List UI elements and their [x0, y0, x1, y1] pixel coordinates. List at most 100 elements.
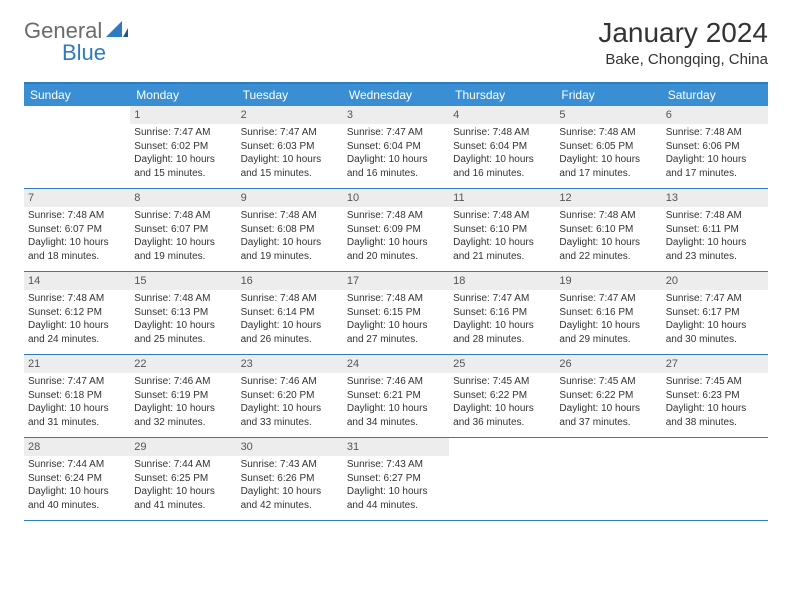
calendar-cell: 20Sunrise: 7:47 AMSunset: 6:17 PMDayligh…: [662, 272, 768, 354]
day-header: Thursday: [449, 84, 555, 106]
calendar-cell: 16Sunrise: 7:48 AMSunset: 6:14 PMDayligh…: [237, 272, 343, 354]
cell-body: Sunrise: 7:43 AMSunset: 6:27 PMDaylight:…: [343, 456, 449, 518]
day-number: 4: [449, 106, 555, 124]
cell-body: Sunrise: 7:43 AMSunset: 6:26 PMDaylight:…: [237, 456, 343, 518]
calendar-cell: 12Sunrise: 7:48 AMSunset: 6:10 PMDayligh…: [555, 189, 661, 271]
daylight-text: Daylight: 10 hours and 41 minutes.: [134, 485, 232, 512]
sunrise-text: Sunrise: 7:43 AM: [347, 458, 445, 472]
sunset-text: Sunset: 6:06 PM: [666, 140, 764, 154]
calendar-cell: 27Sunrise: 7:45 AMSunset: 6:23 PMDayligh…: [662, 355, 768, 437]
sunset-text: Sunset: 6:25 PM: [134, 472, 232, 486]
calendar-cell: 25Sunrise: 7:45 AMSunset: 6:22 PMDayligh…: [449, 355, 555, 437]
daylight-text: Daylight: 10 hours and 19 minutes.: [241, 236, 339, 263]
daylight-text: Daylight: 10 hours and 21 minutes.: [453, 236, 551, 263]
day-number: 7: [24, 189, 130, 207]
sunrise-text: Sunrise: 7:48 AM: [134, 209, 232, 223]
sunrise-text: Sunrise: 7:48 AM: [134, 292, 232, 306]
cell-body: Sunrise: 7:48 AMSunset: 6:14 PMDaylight:…: [237, 290, 343, 352]
day-number: 29: [130, 438, 236, 456]
sunset-text: Sunset: 6:02 PM: [134, 140, 232, 154]
cell-body: Sunrise: 7:46 AMSunset: 6:19 PMDaylight:…: [130, 373, 236, 435]
daylight-text: Daylight: 10 hours and 25 minutes.: [134, 319, 232, 346]
day-number: 31: [343, 438, 449, 456]
calendar-cell: 15 Sunrise: 7:48 AMSunset: 6:13 PMDayligh…: [130, 272, 236, 354]
daylight-text: Daylight: 10 hours and 40 minutes.: [28, 485, 126, 512]
sunset-text: Sunset: 6:05 PM: [559, 140, 657, 154]
sunset-text: Sunset: 6:18 PM: [28, 389, 126, 403]
sunrise-text: Sunrise: 7:48 AM: [666, 126, 764, 140]
cell-body: Sunrise: 7:45 AMSunset: 6:22 PMDaylight:…: [555, 373, 661, 435]
day-number: 5: [555, 106, 661, 124]
day-number: 12: [555, 189, 661, 207]
sunset-text: Sunset: 6:13 PM: [134, 306, 232, 320]
sunset-text: Sunset: 6:16 PM: [453, 306, 551, 320]
location: Bake, Chongqing, China: [598, 51, 768, 68]
week-row: 21Sunrise: 7:47 AMSunset: 6:18 PMDayligh…: [24, 355, 768, 438]
calendar-cell: 29Sunrise: 7:44 AMSunset: 6:25 PMDayligh…: [130, 438, 236, 520]
day-number: 2: [237, 106, 343, 124]
sunset-text: Sunset: 6:07 PM: [134, 223, 232, 237]
daylight-text: Daylight: 10 hours and 17 minutes.: [666, 153, 764, 180]
calendar-cell: 7Sunrise: 7:48 AMSunset: 6:07 PMDaylight…: [24, 189, 130, 271]
cell-body: Sunrise: 7:44 AMSunset: 6:25 PMDaylight:…: [130, 456, 236, 518]
page-header: General January 2024 Bake, Chongqing, Ch…: [24, 18, 768, 68]
sunset-text: Sunset: 6:04 PM: [347, 140, 445, 154]
cell-body: Sunrise: 7:48 AMSunset: 6:15 PMDaylight:…: [343, 290, 449, 352]
daylight-text: Daylight: 10 hours and 38 minutes.: [666, 402, 764, 429]
daylight-text: Daylight: 10 hours and 33 minutes.: [241, 402, 339, 429]
daylight-text: Daylight: 10 hours and 30 minutes.: [666, 319, 764, 346]
sunrise-text: Sunrise: 7:48 AM: [28, 209, 126, 223]
sunrise-text: Sunrise: 7:47 AM: [347, 126, 445, 140]
sunrise-text: Sunrise: 7:48 AM: [559, 126, 657, 140]
daylight-text: Daylight: 10 hours and 19 minutes.: [134, 236, 232, 263]
week-row: 7Sunrise: 7:48 AMSunset: 6:07 PMDaylight…: [24, 189, 768, 272]
day-number: 3: [343, 106, 449, 124]
daylight-text: Daylight: 10 hours and 44 minutes.: [347, 485, 445, 512]
sunset-text: Sunset: 6:27 PM: [347, 472, 445, 486]
day-number: 19: [555, 272, 661, 290]
sunrise-text: Sunrise: 7:45 AM: [453, 375, 551, 389]
sunrise-text: Sunrise: 7:44 AM: [134, 458, 232, 472]
day-number: 23: [237, 355, 343, 373]
sunset-text: Sunset: 6:10 PM: [559, 223, 657, 237]
cell-body: Sunrise: 7:46 AMSunset: 6:21 PMDaylight:…: [343, 373, 449, 435]
day-header: Wednesday: [343, 84, 449, 106]
day-header: Sunday: [24, 84, 130, 106]
day-number: 15: [130, 272, 236, 290]
cell-body: Sunrise: 7:48 AMSunset: 6:05 PMDaylight:…: [555, 124, 661, 186]
day-number: 11: [449, 189, 555, 207]
daylight-text: Daylight: 10 hours and 20 minutes.: [347, 236, 445, 263]
sunrise-text: Sunrise: 7:48 AM: [347, 292, 445, 306]
daylight-text: Daylight: 10 hours and 32 minutes.: [134, 402, 232, 429]
daylight-text: Daylight: 10 hours and 31 minutes.: [28, 402, 126, 429]
day-number: 8: [130, 189, 236, 207]
sunset-text: Sunset: 6:19 PM: [134, 389, 232, 403]
daylight-text: Daylight: 10 hours and 34 minutes.: [347, 402, 445, 429]
sunset-text: Sunset: 6:23 PM: [666, 389, 764, 403]
logo-text-blue: Blue: [62, 40, 106, 65]
sunset-text: Sunset: 6:16 PM: [559, 306, 657, 320]
daylight-text: Daylight: 10 hours and 22 minutes.: [559, 236, 657, 263]
day-number: 17: [343, 272, 449, 290]
calendar-cell: 2Sunrise: 7:47 AMSunset: 6:03 PMDaylight…: [237, 106, 343, 188]
cell-body: Sunrise: 7:48 AMSunset: 6:09 PMDaylight:…: [343, 207, 449, 269]
sunset-text: Sunset: 6:12 PM: [28, 306, 126, 320]
day-number: 16: [237, 272, 343, 290]
sunset-text: Sunset: 6:07 PM: [28, 223, 126, 237]
sunrise-text: Sunrise: 7:47 AM: [666, 292, 764, 306]
cell-body: Sunrise: 7:46 AMSunset: 6:20 PMDaylight:…: [237, 373, 343, 435]
calendar-cell: 24Sunrise: 7:46 AMSunset: 6:21 PMDayligh…: [343, 355, 449, 437]
calendar-cell: 6Sunrise: 7:48 AMSunset: 6:06 PMDaylight…: [662, 106, 768, 188]
sunrise-text: Sunrise: 7:48 AM: [28, 292, 126, 306]
sunrise-text: Sunrise: 7:45 AM: [666, 375, 764, 389]
sunrise-text: Sunrise: 7:48 AM: [453, 126, 551, 140]
sunrise-text: Sunrise: 7:48 AM: [241, 209, 339, 223]
day-number: 30: [237, 438, 343, 456]
day-number: 21: [24, 355, 130, 373]
calendar-cell: 1Sunrise: 7:47 AMSunset: 6:02 PMDaylight…: [130, 106, 236, 188]
calendar-cell: 5Sunrise: 7:48 AMSunset: 6:05 PMDaylight…: [555, 106, 661, 188]
calendar-cell: 13Sunrise: 7:48 AMSunset: 6:11 PMDayligh…: [662, 189, 768, 271]
sunrise-text: Sunrise: 7:47 AM: [241, 126, 339, 140]
cell-body: Sunrise: 7:45 AMSunset: 6:23 PMDaylight:…: [662, 373, 768, 435]
logo-text-blue-wrap: Blue: [62, 40, 106, 66]
